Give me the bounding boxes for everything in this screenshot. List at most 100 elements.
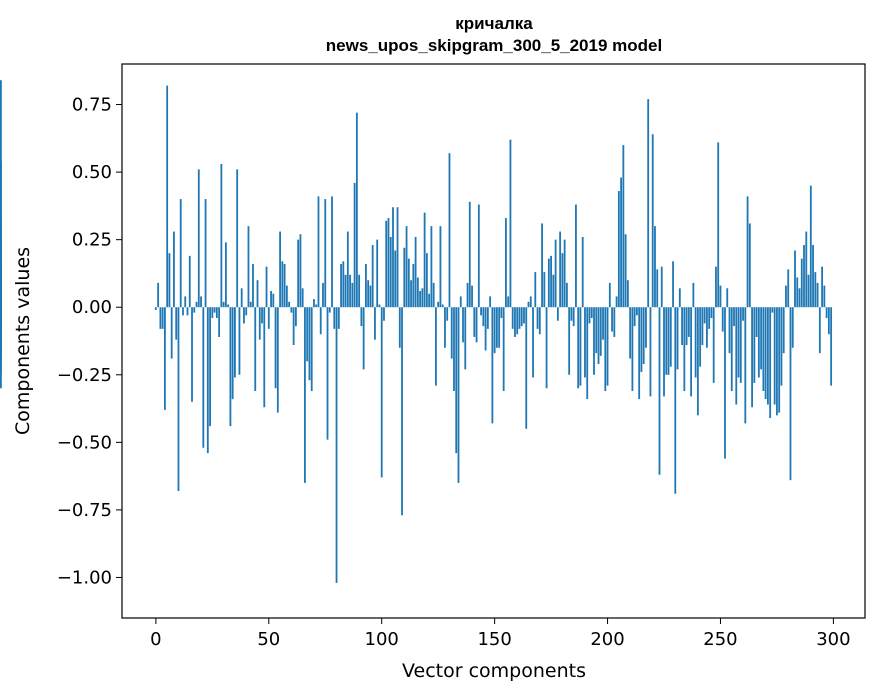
bar bbox=[308, 307, 311, 381]
bar bbox=[678, 288, 681, 308]
bar bbox=[218, 307, 221, 337]
x-tick-label: 150 bbox=[477, 629, 511, 650]
bar bbox=[631, 307, 634, 391]
bar bbox=[527, 301, 530, 308]
bar bbox=[692, 282, 695, 308]
bar bbox=[656, 269, 659, 308]
bar bbox=[331, 196, 333, 308]
bar bbox=[403, 247, 406, 308]
bar bbox=[464, 307, 467, 370]
bar bbox=[538, 307, 541, 335]
bar bbox=[164, 307, 166, 410]
bar bbox=[604, 307, 607, 391]
bar bbox=[288, 301, 291, 308]
bar bbox=[261, 307, 263, 324]
bar bbox=[477, 204, 480, 308]
bar bbox=[651, 134, 654, 308]
bar bbox=[396, 207, 399, 308]
bar bbox=[507, 296, 510, 308]
bar bbox=[425, 253, 428, 308]
chart-title: кричалка bbox=[455, 14, 533, 33]
bar bbox=[606, 307, 609, 386]
bar bbox=[556, 307, 559, 321]
bar bbox=[435, 307, 437, 386]
bar bbox=[468, 201, 471, 308]
bar bbox=[491, 307, 494, 424]
bar bbox=[484, 307, 487, 351]
bar bbox=[193, 307, 196, 313]
bar bbox=[701, 307, 704, 346]
bar bbox=[365, 263, 367, 308]
bar bbox=[270, 291, 272, 308]
bar bbox=[584, 307, 586, 378]
x-tick-label: 250 bbox=[703, 629, 737, 650]
bar bbox=[602, 307, 604, 340]
bar bbox=[412, 263, 415, 308]
bar bbox=[227, 304, 230, 308]
bar bbox=[247, 226, 250, 308]
bar bbox=[317, 196, 320, 308]
bar bbox=[281, 261, 284, 308]
bar bbox=[570, 307, 573, 321]
bar bbox=[778, 307, 781, 413]
bar bbox=[735, 307, 738, 405]
bar bbox=[231, 307, 234, 400]
bar bbox=[177, 307, 180, 491]
bar bbox=[446, 307, 449, 321]
bar bbox=[195, 301, 198, 308]
bar bbox=[274, 307, 277, 389]
bar bbox=[676, 307, 679, 370]
bar bbox=[818, 307, 821, 354]
bar bbox=[654, 226, 656, 308]
bar bbox=[263, 307, 266, 408]
bar bbox=[554, 239, 557, 308]
bar bbox=[505, 218, 507, 308]
bar bbox=[405, 226, 408, 308]
bar bbox=[611, 307, 613, 332]
bar bbox=[559, 231, 562, 308]
bar bbox=[419, 291, 422, 308]
bar bbox=[222, 301, 225, 308]
bar bbox=[520, 307, 523, 327]
bar bbox=[534, 272, 537, 308]
bar bbox=[771, 307, 774, 313]
bar bbox=[333, 307, 336, 329]
bar bbox=[213, 307, 216, 313]
bar bbox=[608, 282, 611, 308]
bar bbox=[712, 307, 715, 383]
bar bbox=[498, 307, 501, 348]
bar bbox=[776, 307, 778, 416]
bar bbox=[340, 263, 342, 308]
bar bbox=[326, 307, 329, 440]
x-tick-label: 50 bbox=[257, 629, 280, 650]
bar bbox=[787, 269, 790, 308]
x-tick-label: 300 bbox=[816, 629, 850, 650]
bar bbox=[267, 307, 270, 329]
bar bbox=[206, 307, 209, 454]
bar bbox=[229, 307, 232, 427]
bar bbox=[748, 223, 751, 308]
bar bbox=[450, 307, 453, 359]
bar bbox=[224, 242, 227, 308]
bar bbox=[687, 307, 690, 337]
bar bbox=[401, 307, 403, 516]
bar bbox=[669, 307, 672, 367]
bar bbox=[708, 307, 711, 329]
bar bbox=[552, 274, 555, 308]
bar bbox=[518, 307, 521, 329]
bar bbox=[665, 307, 668, 375]
bar bbox=[699, 307, 702, 367]
bar bbox=[423, 212, 426, 308]
bar bbox=[256, 280, 259, 308]
bar bbox=[389, 236, 392, 308]
bar bbox=[550, 255, 552, 308]
bar bbox=[378, 304, 381, 308]
x-axis-label: Vector components bbox=[402, 660, 586, 682]
bar bbox=[157, 282, 160, 308]
bar bbox=[179, 199, 182, 308]
bar bbox=[191, 307, 193, 402]
bar bbox=[827, 307, 830, 335]
bar bbox=[599, 307, 602, 356]
y-tick-label: 0.00 bbox=[72, 297, 112, 318]
